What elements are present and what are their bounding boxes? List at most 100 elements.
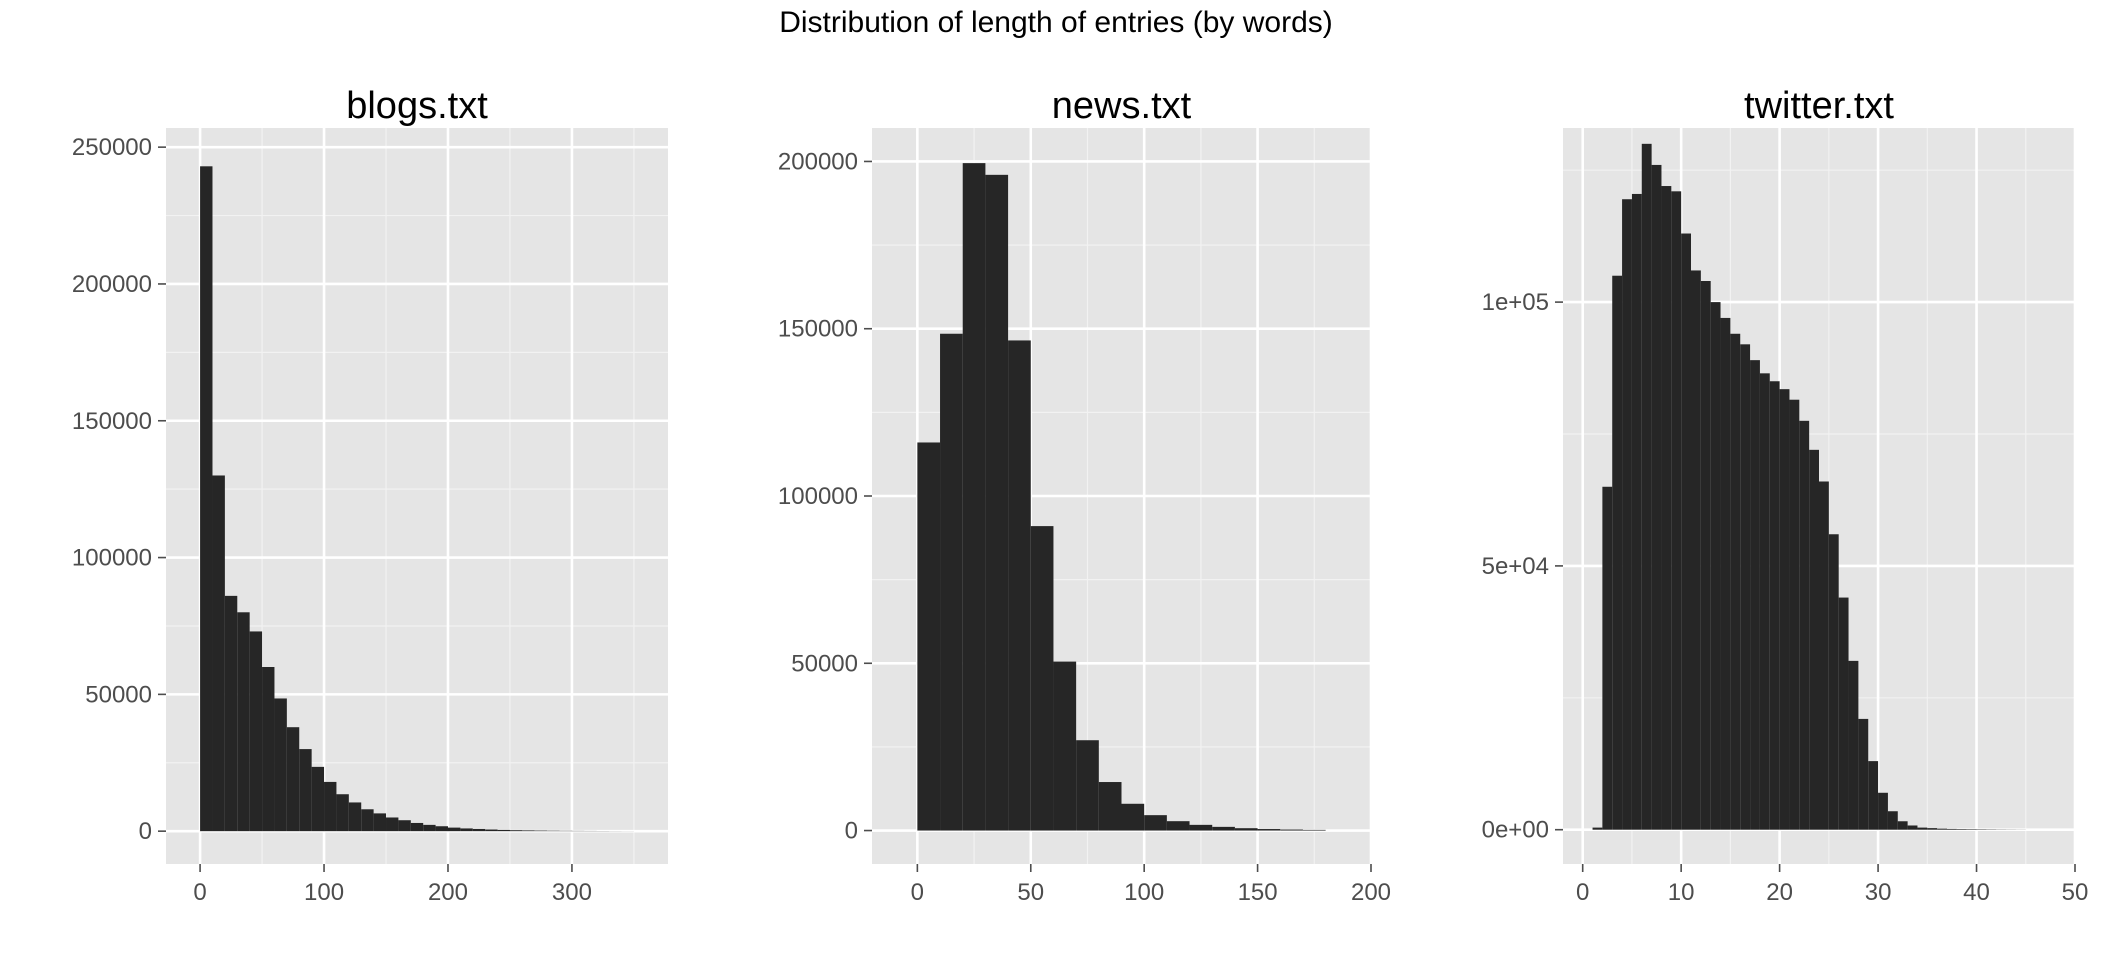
blogs-panel-title: blogs.txt [346,85,488,127]
blogs-histogram-bar [299,749,312,832]
twitter-x-tick-label: 0 [1576,879,1589,906]
blogs-histogram-bar [237,612,250,832]
blogs-histogram-bar [398,820,411,832]
blogs-histogram-bar [410,822,424,832]
news-histogram-bar [1302,829,1326,831]
twitter-histogram-bar [1897,821,1908,830]
twitter-histogram-bar [1799,420,1810,830]
twitter-histogram-bar [1907,825,1918,830]
blogs-histogram-bar [522,830,535,832]
blogs-histogram-bar [212,475,225,832]
twitter-y-tick-label: 1e+05 [1482,289,1549,316]
blogs-y-tick-label: 150000 [72,408,152,435]
blogs-y-tick-label: 100000 [72,545,152,572]
news-panel-title: news.txt [1052,85,1192,127]
blogs-x-tick-label: 0 [193,879,206,906]
twitter-histogram-bar [1819,481,1829,830]
twitter-histogram-bar [1828,534,1839,830]
twitter-x-tick-label: 20 [1766,879,1793,906]
twitter-histogram-bar [1759,373,1770,830]
twitter-histogram-bar [1858,718,1869,830]
twitter-histogram-bar [1622,199,1632,830]
news-histogram-bar [1008,340,1031,831]
twitter-histogram-bar [1592,827,1603,830]
twitter-histogram-bar [1868,761,1879,830]
blogs-histogram-bar [348,802,362,832]
news-x-tick-label: 0 [911,879,924,906]
blogs-histogram-bar [200,166,213,832]
news-y-tick-label: 200000 [778,148,858,175]
twitter-y-tick-label: 5e+04 [1482,553,1549,580]
twitter-y-tick-label: 0e+00 [1482,817,1549,844]
twitter-histogram-bar [1927,828,1938,830]
blogs-x-tick-label: 100 [304,879,344,906]
news-histogram-bar [940,333,963,831]
twitter-histogram-bar [1769,381,1780,830]
twitter-histogram-bar [1848,660,1859,830]
twitter-histogram-bar [1691,270,1701,830]
news-histogram-bar [1166,821,1190,831]
twitter-histogram-bar [1887,811,1898,830]
blogs-histogram-panel: 0 50000 100000 150000 200000 250000 0 100 200 300… [72,85,668,906]
blogs-y-tick-label: 0 [139,818,152,845]
blogs-y-tick-label: 250000 [72,134,152,161]
news-histogram-bar [1030,526,1054,831]
blogs-histogram-bar [435,826,448,832]
blogs-histogram-bar [423,824,436,832]
news-histogram-bar [1189,824,1213,831]
news-histogram-bar [1234,828,1258,831]
twitter-histogram-bar [1956,829,1967,830]
twitter-histogram-bar [1789,399,1800,830]
blogs-histogram-bar [386,817,399,832]
news-y-tick-label: 150000 [778,316,858,343]
twitter-histogram-bar [1671,191,1682,830]
blogs-histogram-bar [509,830,523,832]
twitter-histogram-bar [1937,828,1947,830]
blogs-histogram-bar [373,813,387,832]
blogs-y-tick-label: 50000 [85,681,152,708]
blogs-x-tick-label: 200 [428,879,468,906]
twitter-histogram-bar [1947,828,1957,830]
twitter-x-tick-label: 50 [2062,879,2089,906]
twitter-x-tick-label: 30 [1865,879,1892,906]
blogs-histogram-bar [447,827,461,832]
blogs-histogram-bar [361,809,374,832]
blogs-histogram-bar [274,698,287,832]
blogs-histogram-bar [224,595,238,832]
blogs-histogram-bar [534,830,548,832]
news-histogram-bar [1098,782,1122,831]
twitter-histogram-bar [1878,792,1888,830]
blogs-histogram-bar [262,667,275,832]
news-histogram-bar [1144,815,1167,831]
blogs-histogram-bar [497,829,510,832]
twitter-x-tick-label: 10 [1668,879,1695,906]
twitter-histogram-bar [1730,333,1741,830]
blogs-y-tick-label: 200000 [72,271,152,298]
news-histogram-panel: 0 50000 100000 150000 200000 0 50 100 150 200 news… [778,85,1391,906]
twitter-panel-title: twitter.txt [1744,85,1894,127]
news-x-tick-label: 200 [1351,879,1391,906]
twitter-histogram-bar [1612,275,1623,830]
twitter-histogram-bar [1602,486,1613,830]
twitter-x-tick-label: 40 [1963,879,1990,906]
blogs-histogram-bar [311,766,325,832]
blogs-histogram-bar [324,781,337,832]
news-histogram-bar [1053,661,1077,831]
blogs-histogram-bar [249,631,263,832]
news-histogram-bar [962,163,986,831]
twitter-histogram-bar [1720,317,1731,830]
twitter-histogram-bar [1631,193,1642,830]
news-x-tick-label: 150 [1238,879,1278,906]
twitter-histogram-bar [1651,164,1662,830]
blogs-histogram-bar [336,794,349,832]
twitter-histogram-bar [1838,597,1849,830]
twitter-histogram-bar [1740,344,1751,830]
news-y-tick-label: 100000 [778,483,858,510]
twitter-histogram-bar [1681,233,1691,830]
news-y-tick-label: 0 [845,818,858,845]
news-histogram-bar [1076,740,1099,831]
news-histogram-bar [1280,829,1303,831]
twitter-histogram-bar [1750,360,1760,830]
figure-title: Distribution of length of entries (by wo… [779,6,1333,39]
